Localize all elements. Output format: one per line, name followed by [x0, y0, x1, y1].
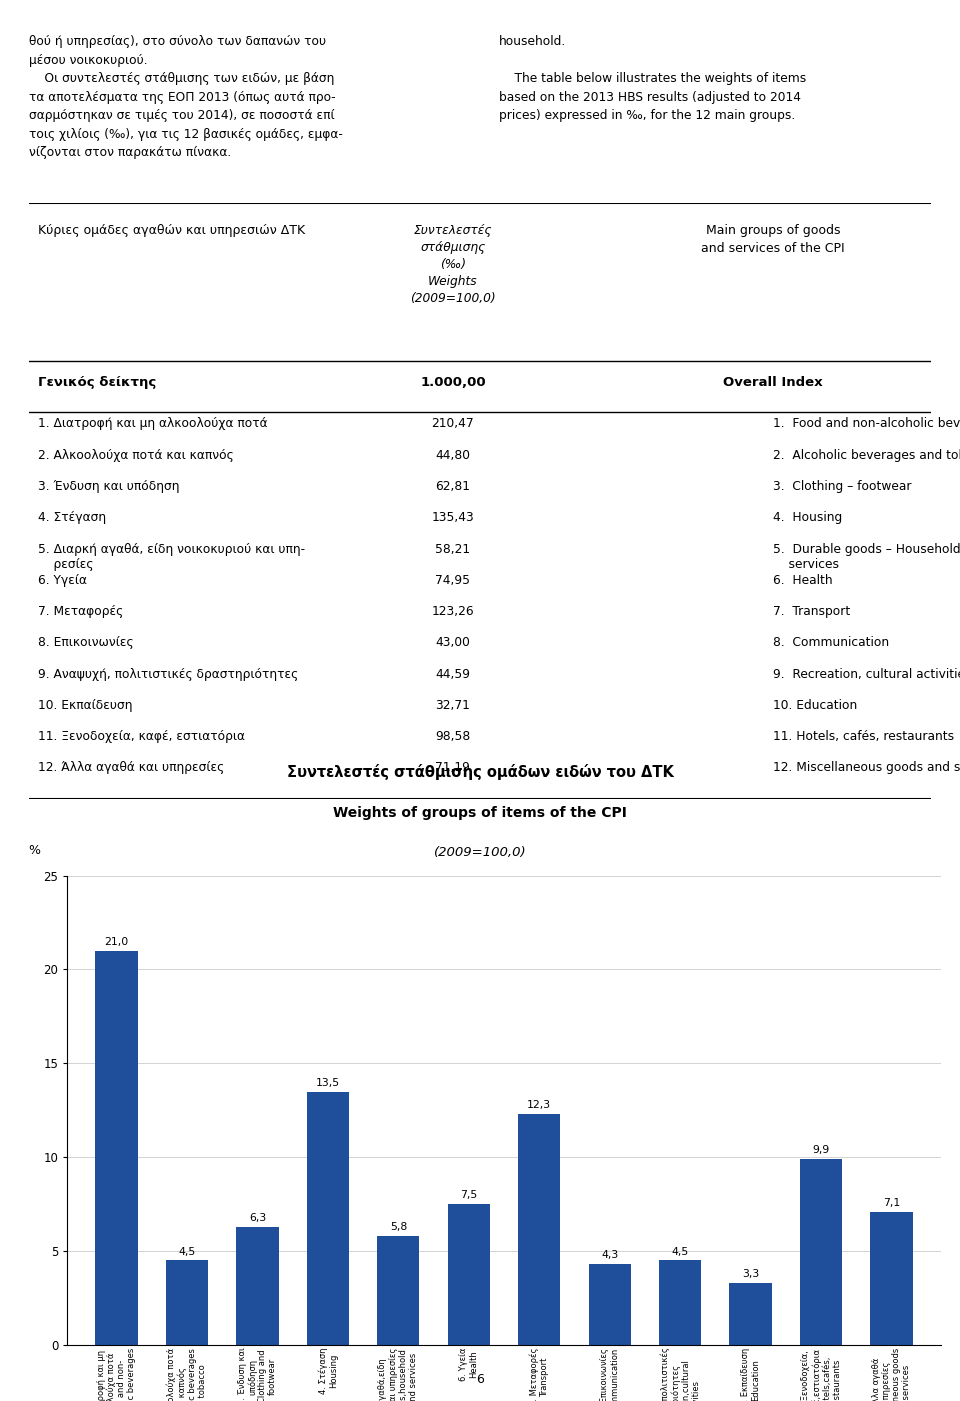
- Text: 6: 6: [476, 1373, 484, 1387]
- Text: household.

    The table below illustrates the weights of items
based on the 20: household. The table below illustrates t…: [499, 35, 806, 122]
- Text: Κύριες ομάδες αγαθών και υπηρεσιών ΔΤΚ: Κύριες ομάδες αγαθών και υπηρεσιών ΔΤΚ: [37, 224, 305, 237]
- Text: 3. Ένδυση και υπόδηση: 3. Ένδυση και υπόδηση: [37, 481, 180, 493]
- Text: 123,26: 123,26: [432, 605, 474, 618]
- Text: 12. Άλλα αγαθά και υπηρεσίες: 12. Άλλα αγαθά και υπηρεσίες: [37, 761, 224, 775]
- Text: 44,59: 44,59: [436, 668, 470, 681]
- Text: 21,0: 21,0: [105, 937, 129, 947]
- Text: 9. Αναψυχή, πολιτιστικές δραστηριότητες: 9. Αναψυχή, πολιτιστικές δραστηριότητες: [37, 668, 298, 681]
- Text: 2.  Alcoholic beverages and tobacco: 2. Alcoholic beverages and tobacco: [773, 448, 960, 462]
- Bar: [518, 1114, 561, 1345]
- Bar: [800, 1159, 842, 1345]
- Text: 7. Μεταφορές: 7. Μεταφορές: [37, 605, 123, 618]
- Text: Συντελεστές στάθμισης ομάδων ειδών του ΔΤΚ: Συντελεστές στάθμισης ομάδων ειδών του Δ…: [287, 764, 673, 779]
- Text: 12,3: 12,3: [527, 1100, 551, 1110]
- Text: 1. Διατροφή και μη αλκοολούχα ποτά: 1. Διατροφή και μη αλκοολούχα ποτά: [37, 417, 268, 430]
- Text: 5.  Durable goods – Household articles and
    services: 5. Durable goods – Household articles an…: [773, 542, 960, 572]
- Text: 9,9: 9,9: [812, 1146, 829, 1156]
- Text: Overall Index: Overall Index: [724, 375, 823, 389]
- Text: 2. Αλκοολούχα ποτά και καπνός: 2. Αλκοολούχα ποτά και καπνός: [37, 448, 233, 462]
- Text: 8. Επικοινωνίες: 8. Επικοινωνίες: [37, 636, 133, 649]
- Text: 4,3: 4,3: [601, 1251, 618, 1261]
- Text: 6.  Health: 6. Health: [773, 574, 833, 587]
- Text: Γενικός δείκτης: Γενικός δείκτης: [37, 375, 156, 389]
- Text: (2009=100,0): (2009=100,0): [434, 846, 526, 859]
- Bar: [166, 1261, 208, 1345]
- Bar: [95, 951, 137, 1345]
- Text: θού ή υπηρεσίας), στο σύνολο των δαπανών του
μέσου νοικοκυριού.
    Οι συντελεστ: θού ή υπηρεσίας), στο σύνολο των δαπανών…: [29, 35, 343, 160]
- Text: 74,95: 74,95: [436, 574, 470, 587]
- Text: 6. Υγεία: 6. Υγεία: [37, 574, 86, 587]
- Text: %: %: [28, 843, 40, 857]
- Text: Weights of groups of items of the CPI: Weights of groups of items of the CPI: [333, 806, 627, 820]
- Bar: [871, 1212, 913, 1345]
- Text: 58,21: 58,21: [436, 542, 470, 556]
- Text: 4,5: 4,5: [179, 1247, 196, 1257]
- Text: 5. Διαρκή αγαθά, είδη νοικοκυριού και υπη-
    ρεσίες: 5. Διαρκή αγαθά, είδη νοικοκυριού και υπ…: [37, 542, 305, 572]
- Text: 9.  Recreation, cultural activities: 9. Recreation, cultural activities: [773, 668, 960, 681]
- Bar: [236, 1227, 278, 1345]
- Text: 7.  Transport: 7. Transport: [773, 605, 851, 618]
- Text: 5,8: 5,8: [390, 1222, 407, 1233]
- Text: 8.  Communication: 8. Communication: [773, 636, 889, 649]
- Text: 71,19: 71,19: [436, 761, 470, 775]
- Bar: [377, 1236, 420, 1345]
- Text: 43,00: 43,00: [436, 636, 470, 649]
- Text: Συντελεστές
στάθμισης
(‰)
Weights
(2009=100,0): Συντελεστές στάθμισης (‰) Weights (2009=…: [410, 224, 495, 305]
- Text: 1.  Food and non-alcoholic beverages: 1. Food and non-alcoholic beverages: [773, 417, 960, 430]
- Text: 98,58: 98,58: [435, 730, 470, 743]
- Text: 4. Στέγαση: 4. Στέγαση: [37, 511, 106, 524]
- Text: 10. Education: 10. Education: [773, 699, 857, 712]
- Text: 3,3: 3,3: [742, 1269, 759, 1279]
- Text: 10. Εκπαίδευση: 10. Εκπαίδευση: [37, 699, 132, 712]
- Text: 6,3: 6,3: [249, 1213, 266, 1223]
- Text: 135,43: 135,43: [432, 511, 474, 524]
- Text: 11. Hotels, cafés, restaurants: 11. Hotels, cafés, restaurants: [773, 730, 954, 743]
- Bar: [307, 1091, 349, 1345]
- Text: 210,47: 210,47: [432, 417, 474, 430]
- Bar: [659, 1261, 701, 1345]
- Text: 7,1: 7,1: [883, 1198, 900, 1208]
- Text: 4.  Housing: 4. Housing: [773, 511, 843, 524]
- Text: 7,5: 7,5: [460, 1191, 477, 1201]
- Text: 44,80: 44,80: [436, 448, 470, 462]
- Text: 4,5: 4,5: [671, 1247, 688, 1257]
- Text: 13,5: 13,5: [316, 1077, 340, 1087]
- Text: 12. Miscellaneous goods and services: 12. Miscellaneous goods and services: [773, 761, 960, 775]
- Text: 3.  Clothing – footwear: 3. Clothing – footwear: [773, 481, 912, 493]
- Text: 11. Ξενοδοχεία, καφέ, εστιατόρια: 11. Ξενοδοχεία, καφέ, εστιατόρια: [37, 730, 245, 743]
- Bar: [730, 1283, 772, 1345]
- Bar: [447, 1205, 490, 1345]
- Text: 32,71: 32,71: [436, 699, 470, 712]
- Text: Main groups of goods
and services of the CPI: Main groups of goods and services of the…: [702, 224, 845, 255]
- Bar: [588, 1264, 631, 1345]
- Text: 62,81: 62,81: [436, 481, 470, 493]
- Text: 1.000,00: 1.000,00: [420, 375, 486, 389]
